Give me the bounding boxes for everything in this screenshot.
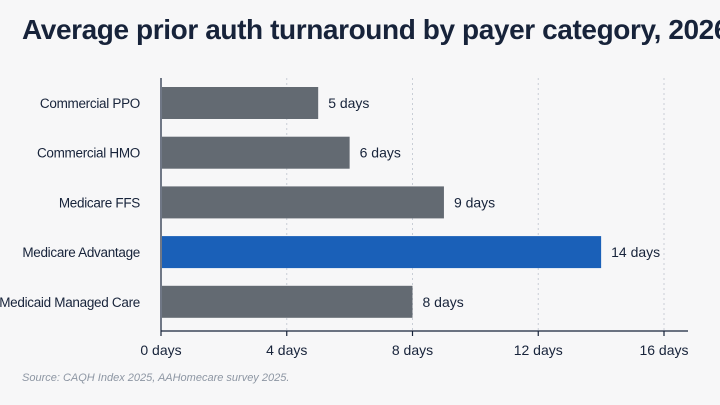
bar	[162, 186, 444, 219]
x-tick-label: 8 days	[392, 342, 433, 358]
x-axis: 0 days 4 days 8 days 12 days 16 days	[140, 78, 689, 358]
value-label: 6 days	[360, 145, 401, 161]
category-label: Medicare FFS	[59, 195, 140, 210]
category-label: Medicare Advantage	[22, 245, 140, 260]
x-tick-label: 0 days	[140, 342, 181, 358]
bar	[162, 87, 319, 119]
category-label: Commercial PPO	[40, 96, 140, 111]
x-tick-label: 16 days	[639, 342, 688, 358]
value-labels: 5 days 6 days 9 days 14 days 8 days	[328, 95, 660, 310]
bar	[162, 285, 413, 318]
category-labels: Commercial PPO Commercial HMO Medicare FFS…	[0, 96, 141, 310]
bar	[162, 236, 602, 269]
bars	[162, 87, 602, 318]
source-note: Source: CAQH Index 2025, AAHomecare surv…	[22, 372, 290, 384]
bar	[162, 136, 350, 169]
x-tick-label: 4 days	[266, 342, 307, 358]
chart-title: Average prior auth turnaround by payer c…	[22, 14, 720, 45]
category-label: Commercial HMO	[37, 146, 140, 161]
x-tick-label: 12 days	[514, 342, 563, 358]
value-label: 5 days	[328, 95, 369, 111]
value-label: 14 days	[611, 244, 660, 260]
category-label: Medicaid Managed Care	[0, 295, 140, 310]
value-label: 9 days	[454, 194, 495, 210]
value-label: 8 days	[423, 294, 464, 310]
